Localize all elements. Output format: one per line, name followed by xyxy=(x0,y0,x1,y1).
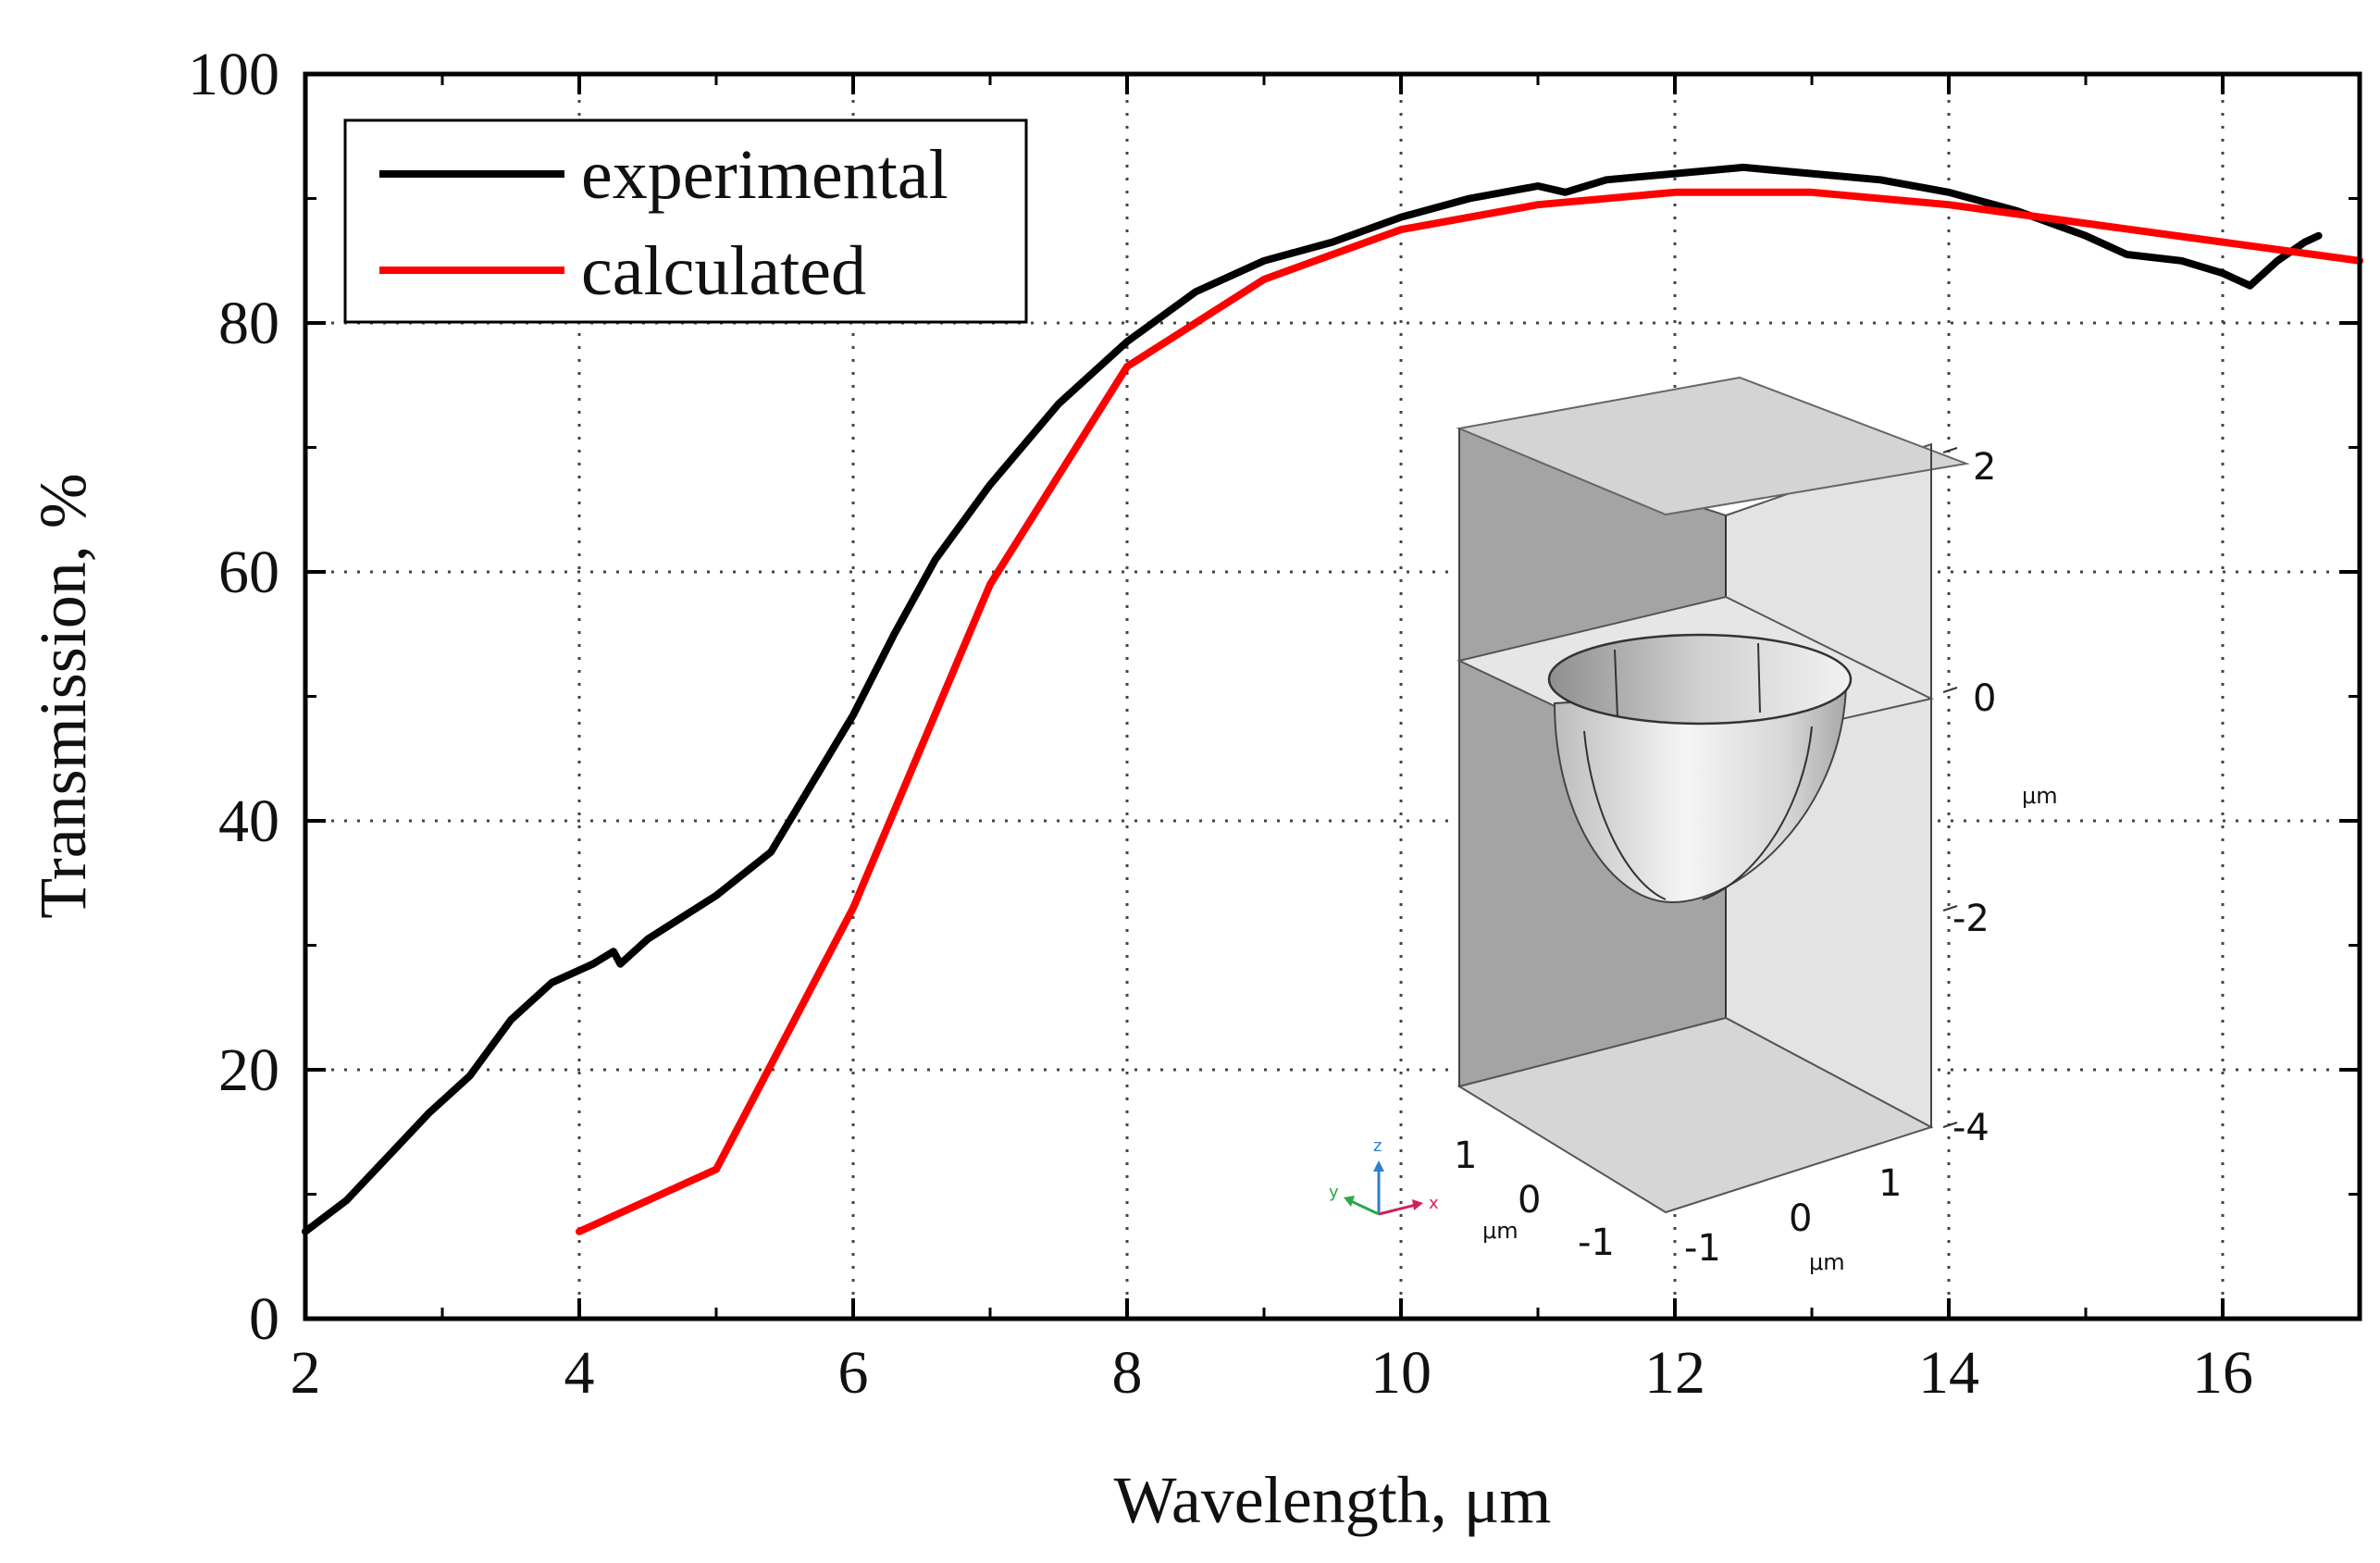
axis-triad-icon: z y x xyxy=(1329,1136,1439,1216)
inset-y-unit: μm xyxy=(1809,1249,1845,1275)
inset-y-label-1: 1 xyxy=(1878,1162,1902,1205)
series-line-calculated xyxy=(576,188,2363,1235)
x-tick-label: 4 xyxy=(564,1339,595,1407)
inset-x-label-1: 1 xyxy=(1454,1135,1477,1177)
y-tick-label: 100 xyxy=(188,41,279,108)
x-tick-label: 8 xyxy=(1112,1339,1143,1407)
inset-z-label-2: 2 xyxy=(1973,446,1996,489)
inset-z-tick-neg4 xyxy=(1942,1122,1958,1128)
inset-bowl-rim xyxy=(1547,633,1853,726)
y-tick-label: 60 xyxy=(218,539,279,606)
series-line-experimental xyxy=(302,163,2323,1235)
inset-z-label-neg4: -4 xyxy=(1952,1107,1990,1149)
inset-z-tick-2 xyxy=(1942,447,1958,453)
triad-y-label: y xyxy=(1329,1183,1339,1202)
x-tick-label: 2 xyxy=(291,1339,321,1407)
triad-z-label: z xyxy=(1373,1136,1382,1156)
x-tick-label: 12 xyxy=(1644,1339,1705,1407)
x-tick-label: 14 xyxy=(1918,1339,1979,1407)
y-tick-label: 20 xyxy=(218,1036,279,1104)
legend-box xyxy=(343,118,1028,324)
inset-bowl-seam-left xyxy=(1583,730,1667,900)
inset-z-label-0: 0 xyxy=(1973,677,1996,720)
inset-y-label-neg1: -1 xyxy=(1684,1227,1721,1270)
x-tick-label: 6 xyxy=(838,1339,869,1407)
inset-z-tick-neg2 xyxy=(1942,905,1958,912)
inset-y-label-0: 0 xyxy=(1789,1197,1812,1240)
series-group xyxy=(302,163,2363,1235)
legend-label-experimental: experimental xyxy=(581,136,948,214)
inset-bowl-inner-seam-2 xyxy=(1757,642,1761,713)
inset-3d-model: 2 0 -2 -4 μm 1 0 -1 μm -1 0 1 μm z y x xyxy=(1329,376,2058,1275)
inset-top-face xyxy=(1456,376,1970,516)
x-tick-label: 16 xyxy=(2192,1339,2253,1407)
inset-x-label-neg1: -1 xyxy=(1578,1222,1615,1264)
inset-z-label-neg2: -2 xyxy=(1952,898,1990,940)
x-axis-title: Wavelength, μm xyxy=(1114,1463,1552,1537)
x-tick-label: 10 xyxy=(1370,1339,1432,1407)
legend-label-calculated: calculated xyxy=(581,232,866,310)
inset-bowl-seam-right xyxy=(1702,726,1813,900)
inset-z-unit: μm xyxy=(2022,783,2058,809)
triad-x-label: x xyxy=(1429,1194,1439,1213)
y-tick-label: 40 xyxy=(218,788,279,855)
inset-z-tick-0 xyxy=(1942,687,1958,693)
y-tick-label: 80 xyxy=(218,290,279,357)
inset-x-unit: μm xyxy=(1482,1218,1518,1244)
inset-bowl-inner-seam-1 xyxy=(1614,649,1618,718)
inset-bowl-outer xyxy=(1553,685,1848,904)
plot-frame xyxy=(303,71,2362,1321)
y-tick-label: 0 xyxy=(249,1285,279,1353)
y-axis-title: Transmission, % xyxy=(26,473,100,918)
legend: experimental calculated xyxy=(343,118,1028,324)
inset-x-label-0: 0 xyxy=(1518,1179,1541,1222)
